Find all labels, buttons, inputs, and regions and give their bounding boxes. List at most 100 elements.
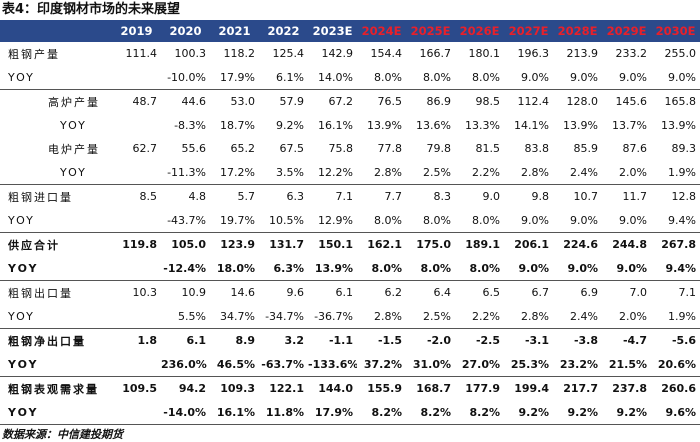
table-cell: 9.0% <box>504 65 553 90</box>
table-row: 粗钢净出口量 1.8 6.1 8.9 3.2 -1.1 -1.5 -2.0 -2.5 -3.1 -3… <box>0 329 700 353</box>
table-cell: 154.4 <box>370 47 403 61</box>
table-cell: 1.9% <box>651 160 700 185</box>
table-cell: 9.4% <box>651 256 700 281</box>
table-cell: 145.6 <box>615 95 648 109</box>
table-cell: 9.0% <box>651 65 700 90</box>
table-cell: 8.5 <box>139 190 158 204</box>
table-cell: 144.0 <box>318 382 353 396</box>
table-cell: 67.2 <box>328 95 354 109</box>
table-cell: 62.7 <box>132 142 158 156</box>
table-cell: 119.8 <box>122 238 157 252</box>
data-table: 2019 2020 2021 2022 2023E 2024E 2025E 2026E 2027… <box>0 20 700 425</box>
table-cell: 76.5 <box>377 95 403 109</box>
table-cell: 12.2% <box>308 160 357 185</box>
table-cell: 180.1 <box>468 47 501 61</box>
table-cell: 9.0 <box>482 190 501 204</box>
table-cell: 87.6 <box>622 142 648 156</box>
table-cell: 9.6% <box>651 400 700 425</box>
table-cell: 2.5% <box>406 304 455 329</box>
table-cell: 6.7 <box>531 286 550 300</box>
table-cell: 9.2% <box>276 118 304 132</box>
table-cell: 89.3 <box>671 142 697 156</box>
table-cell: 98.5 <box>475 95 501 109</box>
table-cell <box>112 114 161 138</box>
table-cell: -3.8 <box>573 334 598 348</box>
table-cell: 48.7 <box>132 95 158 109</box>
column-header: 2023E <box>308 20 357 42</box>
row-label: YOY <box>0 65 112 90</box>
table-cell: -1.5 <box>377 334 402 348</box>
column-header: 2030E <box>651 20 700 42</box>
table-cell: 16.1% <box>318 118 353 132</box>
table-cell: 7.7 <box>384 190 403 204</box>
table-cell: 260.6 <box>661 382 696 396</box>
table-cell: 8.0% <box>455 65 504 90</box>
table-cell: 34.7% <box>210 304 259 329</box>
table-cell: 6.3 <box>286 190 305 204</box>
table-cell: 94.2 <box>178 382 206 396</box>
table-cell: -2.0 <box>426 334 451 348</box>
table-cell: 2.0% <box>602 160 651 185</box>
table-row: YOY -11.3% 17.2% 3.5% 12.2% 2.8% 2.5% 2.2% 2.8% 2… <box>0 160 700 185</box>
table-cell: 224.6 <box>563 238 598 252</box>
table-cell: 213.9 <box>566 47 599 61</box>
table-cell: 2.8% <box>357 304 406 329</box>
table-cell: 37.2% <box>357 352 406 377</box>
table-cell: -4.7 <box>622 334 647 348</box>
column-header: 2025E <box>406 20 455 42</box>
table-cell: 8.0% <box>455 208 504 233</box>
table-cell: 8.9 <box>235 334 256 348</box>
table-row: YOY -8.3% 18.7% 9.2% 16.1% 13.9% 13.6% 13.3% 14.… <box>0 114 700 138</box>
table-cell: 6.5 <box>482 286 501 300</box>
table-cell: 12.8 <box>671 190 697 204</box>
table-cell: 7.1 <box>335 190 354 204</box>
table-cell: 65.2 <box>230 142 256 156</box>
table-cell: 8.0% <box>357 65 406 90</box>
table-cell: 217.7 <box>563 382 598 396</box>
table-cell: 175.0 <box>416 238 451 252</box>
table-cell: 77.8 <box>377 142 403 156</box>
table-cell: 75.8 <box>328 142 354 156</box>
table-title: 表4：印度钢材市场的未来展望 <box>2 2 181 17</box>
table-cell: 20.6% <box>651 352 700 377</box>
table-cell: 17.9% <box>210 65 259 90</box>
table-cell: 111.4 <box>125 47 158 61</box>
table-cell: 9.2% <box>553 400 602 425</box>
column-header: 2024E <box>357 20 406 42</box>
table-cell: 8.0% <box>357 208 406 233</box>
row-label: YOY <box>0 304 112 329</box>
table-cell: 2.8% <box>357 160 406 185</box>
table-cell: 21.5% <box>602 352 651 377</box>
table-cell: 8.2% <box>357 400 406 425</box>
table-cell: 9.6 <box>286 286 305 300</box>
table-cell: 2.4% <box>553 160 602 185</box>
table-cell: 109.5 <box>122 382 157 396</box>
table-cell: 6.1 <box>186 334 207 348</box>
table-cell: 8.2% <box>406 400 455 425</box>
table-cell: 189.1 <box>465 238 500 252</box>
row-label: YOY <box>0 208 112 233</box>
row-label: YOY <box>60 118 87 132</box>
table-cell: 14.6 <box>230 286 256 300</box>
column-header: 2026E <box>455 20 504 42</box>
table-cell: 8.2% <box>455 400 504 425</box>
table-row: 粗钢出口量 10.3 10.9 14.6 9.6 6.1 6.2 6.4 6.5 6.7 6.9 7.… <box>0 281 700 305</box>
table-cell: 57.9 <box>279 95 305 109</box>
table-cell: 31.0% <box>406 352 455 377</box>
table-cell: 2.2% <box>455 160 504 185</box>
table-cell: 9.0% <box>504 208 553 233</box>
table-cell: 1.8 <box>137 334 158 348</box>
table-cell: 8.0% <box>406 65 455 90</box>
table-cell: 9.2% <box>504 400 553 425</box>
table-cell: 244.8 <box>612 238 647 252</box>
table-cell: 18.7% <box>220 118 255 132</box>
table-cell: 10.3 <box>132 286 158 300</box>
table-cell: 46.5% <box>210 352 259 377</box>
table-cell: -2.5 <box>475 334 500 348</box>
table-row: 粗钢表观需求量 109.5 94.2 109.3 122.1 144.0 155.9 168.… <box>0 377 700 401</box>
table-cell: 105.0 <box>171 238 206 252</box>
table-cell: 206.1 <box>514 238 549 252</box>
table-cell: 9.0% <box>553 208 602 233</box>
table-cell <box>112 352 161 377</box>
table-cell: 17.9% <box>308 400 357 425</box>
